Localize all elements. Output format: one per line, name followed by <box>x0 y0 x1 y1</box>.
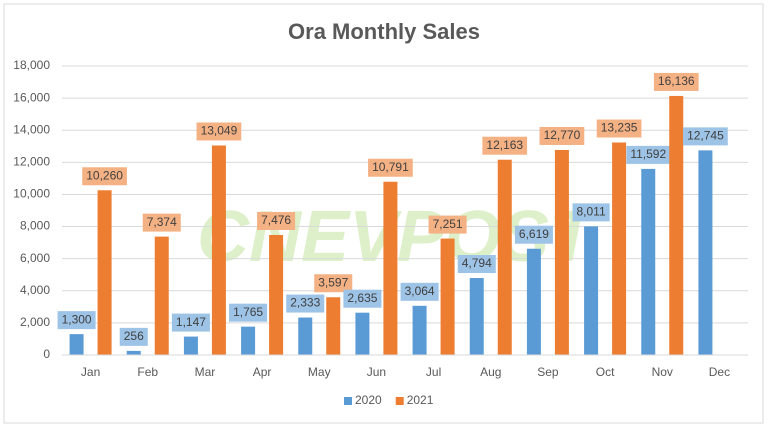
x-tick-label: Nov <box>652 365 673 379</box>
data-label: 13,049 <box>201 124 238 138</box>
legend-swatch <box>344 397 352 405</box>
y-tick-label: 10,000 <box>13 187 50 201</box>
bar <box>211 145 226 355</box>
y-tick-label: 2,000 <box>20 315 50 329</box>
x-tick-label: Jul <box>426 365 441 379</box>
data-label-box <box>514 225 553 244</box>
data-label: 10,791 <box>372 160 409 174</box>
bar <box>97 190 112 355</box>
data-label: 10,260 <box>86 168 123 182</box>
x-tick-label: Mar <box>195 365 216 379</box>
bar <box>241 326 256 355</box>
data-label: 12,745 <box>687 129 724 143</box>
data-label: 12,163 <box>486 138 523 152</box>
legend-swatch <box>395 397 404 405</box>
data-label-box <box>314 274 353 293</box>
bar <box>612 142 627 355</box>
data-label-box <box>171 313 210 332</box>
data-label-box <box>229 303 268 322</box>
data-label-box <box>286 294 325 313</box>
data-label-box <box>572 203 610 222</box>
data-label-box <box>119 327 148 346</box>
data-label: 3,064 <box>405 284 435 298</box>
data-label: 13,235 <box>601 121 638 135</box>
bar <box>326 297 341 355</box>
legend-label: 2021 <box>407 393 434 407</box>
data-label: 6,619 <box>519 227 549 241</box>
data-label: 2,635 <box>347 291 377 305</box>
x-tick-label: Feb <box>137 365 158 379</box>
bar <box>469 278 484 355</box>
y-tick-label: 16,000 <box>13 90 50 104</box>
y-tick-label: 0 <box>43 347 50 361</box>
bar <box>641 168 656 355</box>
x-tick-label: Jun <box>367 365 386 379</box>
bar <box>698 150 713 355</box>
data-label-box <box>343 289 382 308</box>
bar <box>526 248 541 355</box>
x-tick-label: Apr <box>253 365 272 379</box>
bar <box>355 312 370 355</box>
data-label-box <box>82 167 127 186</box>
bar <box>183 336 198 355</box>
bar <box>440 238 455 355</box>
x-tick-label: Dec <box>709 365 730 379</box>
data-label-box <box>457 255 496 274</box>
data-label-box <box>596 119 642 138</box>
y-tick-label: 14,000 <box>13 122 50 136</box>
legend-label: 2020 <box>355 393 382 407</box>
bar <box>126 350 141 355</box>
data-label: 7,476 <box>261 213 291 227</box>
y-tick-label: 18,000 <box>13 58 50 72</box>
data-label: 256 <box>124 329 144 343</box>
data-label: 7,251 <box>433 217 463 231</box>
data-label-box <box>142 213 181 232</box>
data-label: 8,011 <box>577 205 606 219</box>
data-label: 7,374 <box>147 215 177 229</box>
data-label-box <box>539 126 585 145</box>
bar <box>554 149 569 355</box>
data-label-box <box>400 282 439 301</box>
bar <box>412 305 427 355</box>
y-tick-label: 6,000 <box>20 251 50 265</box>
bar <box>383 181 398 355</box>
data-label-box <box>428 215 467 234</box>
data-label: 11,592 <box>630 147 666 161</box>
bar <box>497 159 512 355</box>
data-label: 3,597 <box>318 275 348 289</box>
x-tick-label: Oct <box>596 365 615 379</box>
bar <box>669 95 684 356</box>
data-label: 1,765 <box>233 305 263 319</box>
x-tick-label: May <box>308 365 331 379</box>
data-label-box <box>57 311 96 330</box>
data-label-box <box>196 122 242 141</box>
x-tick-label: Aug <box>480 365 501 379</box>
bar <box>154 236 169 355</box>
bar <box>298 317 313 355</box>
data-label: 4,794 <box>462 256 492 270</box>
x-tick-label: Sep <box>537 365 559 379</box>
data-label-box <box>653 72 699 91</box>
bar <box>269 234 284 355</box>
x-tick-label: Jan <box>81 365 100 379</box>
y-tick-label: 4,000 <box>20 283 50 297</box>
data-label-box <box>683 127 728 146</box>
data-label: 2,333 <box>290 296 320 310</box>
data-label: 1,147 <box>176 315 206 329</box>
data-label: 16,136 <box>658 74 695 88</box>
bar <box>584 226 599 355</box>
bar <box>69 334 84 355</box>
data-label: 12,770 <box>544 128 581 142</box>
data-label-box <box>626 145 671 164</box>
data-label-box <box>257 211 296 230</box>
y-tick-label: 8,000 <box>20 219 50 233</box>
y-tick-label: 12,000 <box>13 155 50 169</box>
data-label-box <box>368 158 413 177</box>
data-label-box <box>482 136 528 155</box>
data-label: 1,300 <box>62 312 92 326</box>
chart-title: Ora Monthly Sales <box>288 19 480 44</box>
